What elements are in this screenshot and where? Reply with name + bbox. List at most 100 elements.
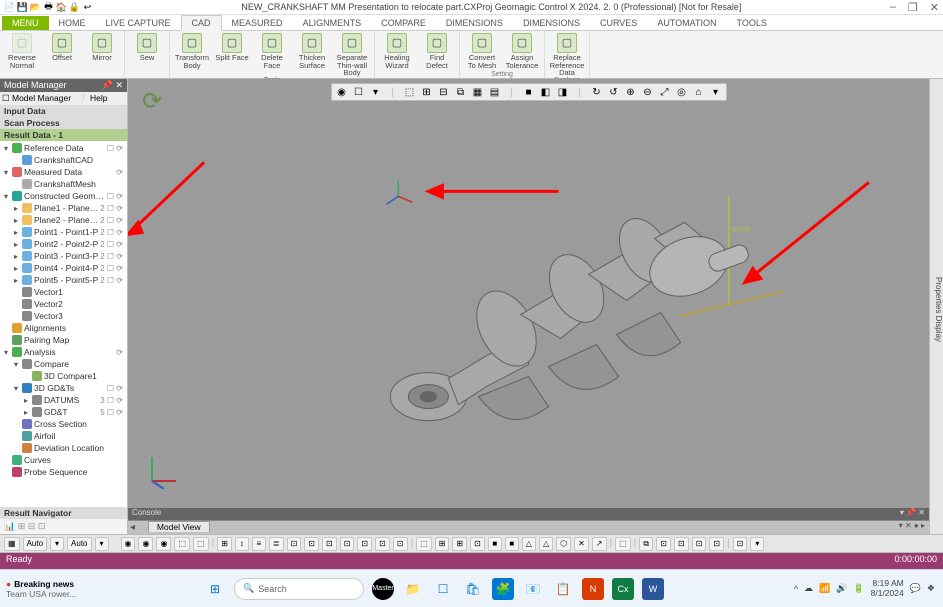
qat-icon[interactable]: 📂 <box>30 2 41 13</box>
tray-icon[interactable]: ^ <box>794 584 798 594</box>
selbar-button[interactable]: ⊡ <box>674 537 689 551</box>
task-icon[interactable]: 📁 <box>402 578 424 600</box>
tray-icon[interactable]: 📶 <box>819 583 830 594</box>
tree-node[interactable]: ▸Plane2 - Plane2-P2 ☐ ⟳ <box>2 214 125 226</box>
selbar-button[interactable]: ■ <box>505 537 519 551</box>
system-tray[interactable]: ^☁📶🔊🔋 8:19 AM 8/1/2024 💬 ❖ <box>786 579 943 598</box>
nav-icon[interactable]: 📊 <box>4 521 15 531</box>
tree-node[interactable]: ▸GD&T5 ☐ ⟳ <box>2 406 125 418</box>
selbar-button[interactable]: ⊡ <box>470 537 485 551</box>
tree-node[interactable]: ▾Reference Data☐ ⟳ <box>2 142 125 154</box>
selbar-button[interactable]: ⊡ <box>375 537 390 551</box>
right-dock-strip[interactable]: Properties Display <box>929 79 943 534</box>
tab-menu[interactable]: MENU <box>2 16 49 30</box>
selbar-button[interactable]: Auto <box>23 537 47 551</box>
task-icon[interactable]: ☐ <box>432 578 454 600</box>
tree-node[interactable]: ▸DATUMS3 ☐ ⟳ <box>2 394 125 406</box>
ribbon-tab[interactable]: COMPARE <box>371 16 436 30</box>
tree-node[interactable]: Airfoil <box>2 430 125 442</box>
panel-tab-help[interactable]: ❔ Help <box>77 93 107 104</box>
tree-node[interactable]: CrankshaftMesh <box>2 178 125 190</box>
taskbar-search[interactable]: 🔍 Search <box>234 578 364 600</box>
section-result-data[interactable]: Result Data - 1 <box>0 129 127 141</box>
task-icon[interactable]: 📋 <box>552 578 574 600</box>
ribbon-tab[interactable]: LIVE CAPTURE <box>96 16 181 30</box>
viewport[interactable]: ⟳ ◉☐▾|⬚⊞⊟⧉▦▤|■◧◨|↻↺⊕⊖⤢◎⌂▾ World <box>128 79 929 534</box>
ribbon-button[interactable]: ▢Replace Reference Data <box>549 33 585 77</box>
ribbon-tab[interactable]: ALIGNMENTS <box>293 16 372 30</box>
notification-icon[interactable]: 💬 <box>910 583 921 594</box>
selbar-button[interactable]: ▾ <box>95 537 109 551</box>
tray-icon[interactable]: 🔊 <box>836 583 847 594</box>
qat-icon[interactable]: 📄 <box>4 2 15 13</box>
tree-node[interactable]: Probe Sequence <box>2 466 125 478</box>
console-controls[interactable]: ▾ 📌 ✕ <box>900 508 925 520</box>
tree-node[interactable]: ▸Point1 - Point1-P2 ☐ ⟳ <box>2 226 125 238</box>
selbar-button[interactable]: ≡ <box>252 537 266 551</box>
tree-node[interactable]: ▾Measured Data⟳ <box>2 166 125 178</box>
selbar-button[interactable]: ↗ <box>592 537 607 551</box>
ribbon-button[interactable]: ▢Mirror <box>84 33 120 69</box>
selbar-button[interactable]: ⬚ <box>174 537 190 551</box>
selbar-button[interactable]: ⊡ <box>656 537 671 551</box>
ribbon-tab[interactable]: CAD <box>181 15 222 31</box>
selbar-button[interactable]: ▾ <box>750 537 764 551</box>
selbar-button[interactable]: Auto <box>67 537 91 551</box>
ribbon-button[interactable]: ▢Healing Wizard <box>379 33 415 69</box>
section-result-navigator[interactable]: Result Navigator <box>0 507 127 519</box>
task-icon[interactable]: 📧 <box>522 578 544 600</box>
ribbon-tab[interactable]: DIMENSIONS <box>513 16 590 30</box>
tree-node[interactable]: Vector3 <box>2 310 125 322</box>
selbar-button[interactable]: ◉ <box>138 537 153 551</box>
selbar-button[interactable]: ⊡ <box>322 537 337 551</box>
task-icon[interactable]: N <box>582 578 604 600</box>
tree-node[interactable]: Vector1 <box>2 286 125 298</box>
qat-icon[interactable]: 🔒 <box>69 2 80 13</box>
task-icon[interactable]: 🛍 <box>462 578 484 600</box>
ribbon-button[interactable]: ▢Delete Face <box>254 33 290 77</box>
window-control[interactable]: ✕ <box>930 1 939 14</box>
tree-node[interactable]: 3D Compare1 <box>2 370 125 382</box>
ribbon-button[interactable]: ▢Split Face <box>214 33 250 77</box>
tree-node[interactable]: Cross Section <box>2 418 125 430</box>
ribbon-button[interactable]: ▢Thicken Surface <box>294 33 330 77</box>
tree-node[interactable]: ▸Point5 - Point5-P2 ☐ ⟳ <box>2 274 125 286</box>
selbar-button[interactable]: ⬚ <box>615 537 631 551</box>
selbar-button[interactable]: ⊞ <box>435 537 450 551</box>
tree-node[interactable]: CrankshaftCAD <box>2 154 125 166</box>
tree-node[interactable]: ▸Point4 - Point4-P2 ☐ ⟳ <box>2 262 125 274</box>
selbar-button[interactable]: ⊞ <box>452 537 467 551</box>
selbar-button[interactable]: ⊡ <box>709 537 724 551</box>
panel-controls[interactable]: 📌 ✕ <box>102 80 123 91</box>
tree-node[interactable]: ▾Compare <box>2 358 125 370</box>
task-icon[interactable]: Master <box>372 578 394 600</box>
qat-icon[interactable]: 🏠 <box>56 2 67 13</box>
selbar-button[interactable]: ⬚ <box>416 537 432 551</box>
selbar-button[interactable]: ⊡ <box>340 537 355 551</box>
selbar-button[interactable]: ⬚ <box>193 537 209 551</box>
qat-icon[interactable]: 🖶 <box>43 2 54 13</box>
window-control[interactable]: – <box>890 1 896 14</box>
task-icon[interactable]: 🧩 <box>492 578 514 600</box>
tree-node[interactable]: ▸Point2 - Point2-P2 ☐ ⟳ <box>2 238 125 250</box>
selbar-button[interactable]: ⊡ <box>304 537 319 551</box>
ribbon-button[interactable]: ▢Find Defect <box>419 33 455 69</box>
tree-node[interactable]: Pairing Map <box>2 334 125 346</box>
ribbon-button[interactable]: ▢Convert To Mesh <box>464 33 500 69</box>
task-icon[interactable]: Cx <box>612 578 634 600</box>
section-scan-process[interactable]: Scan Process <box>0 117 127 129</box>
tree-node[interactable]: Deviation Location <box>2 442 125 454</box>
selbar-button[interactable]: ▦ <box>4 537 20 551</box>
ribbon-button[interactable]: ▢Assign Tolerance <box>504 33 540 69</box>
selbar-button[interactable]: ✕ <box>574 537 589 551</box>
selbar-button[interactable]: ≣ <box>269 537 284 551</box>
tray-icon[interactable]: 🔋 <box>853 583 864 594</box>
tree-node[interactable]: Vector2 <box>2 298 125 310</box>
nav-icon[interactable]: ⊞ <box>18 521 26 531</box>
window-control[interactable]: ❐ <box>908 1 918 14</box>
tree-node[interactable]: ▾Constructed Geometries☐ ⟳ <box>2 190 125 202</box>
tray-icon[interactable]: ☁ <box>804 583 813 594</box>
nav-icon[interactable]: ⊡ <box>38 521 46 531</box>
panel-tab-model[interactable]: ☐ Model Manager <box>2 93 71 104</box>
ribbon-tab[interactable]: HOME <box>49 16 96 30</box>
